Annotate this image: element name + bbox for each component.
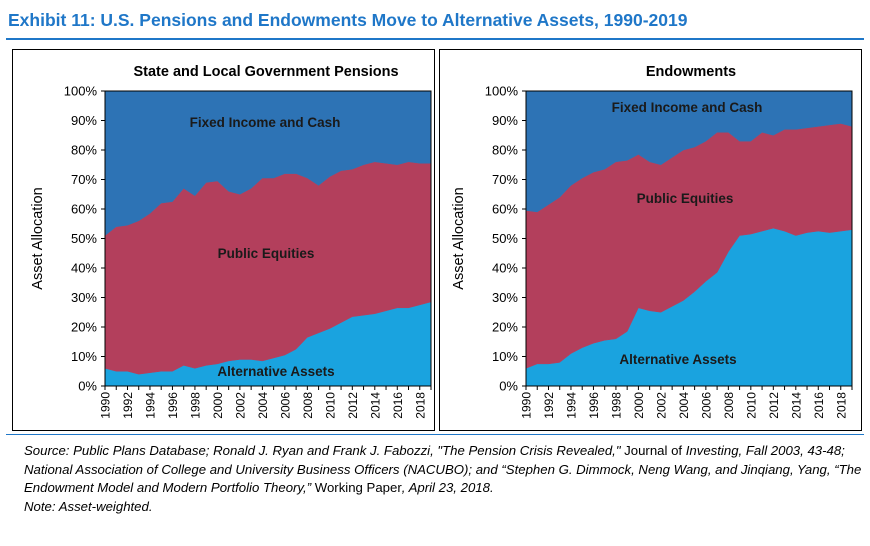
pensions-xtick-label: 2004: [256, 392, 270, 419]
pensions-ytick-label: 50%: [71, 231, 97, 246]
endowments-xtick-label: 2018: [834, 392, 848, 419]
endowments-xtick-label: 1990: [520, 392, 534, 419]
endowments-y-axis-label: Asset Allocation: [451, 187, 467, 289]
source-citation-part-4: , Fall 2003, 43-48; National Association…: [24, 443, 862, 495]
endowments-ytick-label: 70%: [492, 172, 518, 187]
pensions-ytick-label: 20%: [71, 320, 97, 335]
exhibit-title: Exhibit 11: U.S. Pensions and Endowments…: [8, 10, 688, 30]
endowments-ytick-label: 90%: [492, 113, 518, 128]
pensions-chart-title: State and Local Government Pensions: [133, 64, 398, 80]
endowments-ytick-label: 10%: [492, 349, 518, 364]
endowments-xtick-label: 1996: [587, 392, 601, 419]
pensions-ytick-label: 90%: [71, 113, 97, 128]
asset-weighted-note: Note: Asset-weighted.: [24, 498, 153, 514]
endowments-ytick-label: 20%: [492, 320, 518, 335]
pensions-xtick-label: 2016: [391, 392, 405, 419]
title-rule: [6, 38, 864, 40]
pensions-label-alternatives: Alternative Assets: [217, 364, 334, 379]
pensions-ytick-label: 0%: [78, 379, 97, 394]
endowments-ytick-label: 50%: [492, 231, 518, 246]
pensions-label-fixed-income: Fixed Income and Cash: [190, 115, 341, 130]
source-note: Source: Public Plans Database; Ronald J.…: [24, 442, 862, 516]
pensions-xtick-label: 2006: [278, 392, 292, 419]
endowments-label-alternatives: Alternative Assets: [619, 352, 736, 367]
pensions-xtick-label: 2000: [211, 392, 225, 419]
pensions-chart: 0% 10% 20% 30% 40% 50% 60% 70% 80% 90% 100% 1990 199…: [30, 64, 432, 419]
pensions-y-axis-label: Asset Allocation: [30, 187, 46, 289]
endowments-ytick-label: 0%: [499, 379, 518, 394]
pensions-xtick-label: 1990: [99, 392, 113, 419]
pensions-xtick-label: 2014: [368, 392, 382, 419]
pensions-xtick-label: 1998: [188, 392, 202, 419]
pensions-xtick-label: 2002: [233, 392, 247, 419]
endowments-xtick-label: 2010: [744, 392, 758, 419]
endowments-chart-title: Endowments: [646, 64, 736, 80]
endowments-ytick-label: 80%: [492, 143, 518, 158]
pensions-xtick-label: 1994: [143, 392, 157, 419]
pensions-ytick-label: 70%: [71, 172, 97, 187]
endowments-xtick-label: 2012: [767, 392, 781, 419]
pensions-ytick-label: 60%: [71, 202, 97, 217]
source-citation-part-2: Journal of: [620, 443, 686, 458]
endowments-ytick-label: 60%: [492, 202, 518, 217]
pensions-ytick-label: 30%: [71, 290, 97, 305]
endowments-xtick-label: 2006: [699, 392, 713, 419]
endowments-label-public-equities: Public Equities: [637, 191, 734, 206]
endowments-xtick-label: 1998: [609, 392, 623, 419]
source-citation-part-1: Source: Public Plans Database; Ronald J.…: [24, 443, 621, 458]
endowments-xtick-label: 2000: [632, 392, 646, 419]
source-citation-part-6: , April 23, 2018.: [401, 480, 494, 495]
endowments-xtick-label: 1994: [564, 392, 578, 419]
endowments-xtick-label: 1992: [542, 392, 556, 419]
endowments-xtick-label: 2002: [654, 392, 668, 419]
pensions-xtick-label: 2012: [346, 392, 360, 419]
endowments-xtick-label: 2016: [812, 392, 826, 419]
pensions-xtick-label: 2008: [301, 392, 315, 419]
pensions-label-public-equities: Public Equities: [218, 246, 315, 261]
pensions-xtick-label: 1992: [121, 392, 135, 419]
pensions-xtick-label: 2018: [413, 392, 427, 419]
pensions-ytick-label: 100%: [64, 84, 98, 99]
endowments-ytick-label: 30%: [492, 290, 518, 305]
endowments-ytick-label: 100%: [485, 84, 519, 99]
endowments-xtick-label: 2014: [789, 392, 803, 419]
pensions-ytick-label: 10%: [71, 349, 97, 364]
source-citation-part-5: Working Paper: [311, 480, 402, 495]
endowments-chart: 0% 10% 20% 30% 40% 50% 60% 70% 80% 90% 100% 1990 199…: [451, 64, 853, 419]
endowments-xtick-label: 2008: [722, 392, 736, 419]
pensions-xtick-label: 1996: [166, 392, 180, 419]
source-rule: [6, 434, 864, 435]
pensions-xtick-label: 2010: [323, 392, 337, 419]
pensions-ytick-label: 40%: [71, 261, 97, 276]
endowments-label-fixed-income: Fixed Income and Cash: [612, 100, 763, 115]
source-citation-part-3: Investing: [685, 443, 739, 458]
endowments-xtick-label: 2004: [677, 392, 691, 419]
pensions-ytick-label: 80%: [71, 143, 97, 158]
endowments-ytick-label: 40%: [492, 261, 518, 276]
